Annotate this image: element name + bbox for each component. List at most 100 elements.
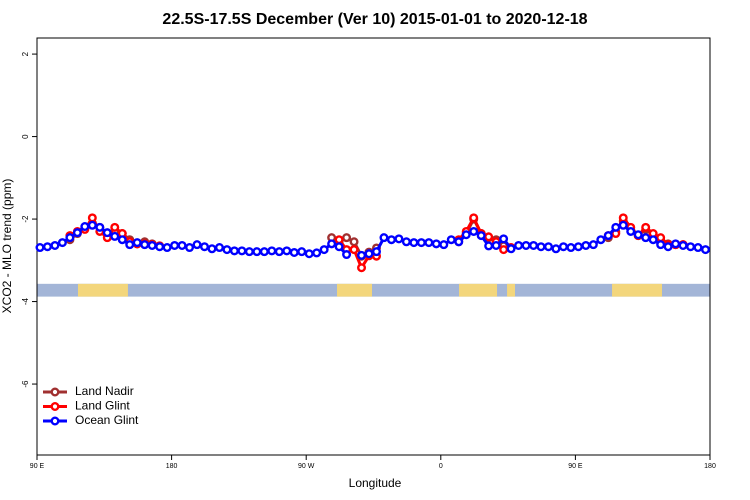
series-point: [641, 233, 651, 243]
series-point: [424, 238, 434, 248]
series-point: [648, 235, 658, 245]
series-point: [319, 245, 329, 255]
series-point: [342, 233, 352, 243]
land-band: [337, 283, 373, 297]
series-point: [379, 233, 389, 243]
series-point: [409, 238, 419, 248]
series-point: [87, 220, 97, 230]
series-point: [132, 238, 142, 248]
series-point: [65, 233, 75, 243]
series-point: [200, 242, 210, 252]
series-point: [611, 222, 621, 232]
series-point: [633, 230, 643, 240]
series-point: [297, 247, 307, 257]
series-point: [147, 240, 157, 250]
x-axis-label: Longitude: [349, 476, 402, 490]
x-tick-label: 180: [704, 463, 716, 470]
series-point: [185, 243, 195, 253]
x-tick-label: 90 W: [298, 463, 315, 470]
legend-label: Ocean Glint: [75, 413, 139, 427]
y-tick-label: 0: [21, 134, 30, 139]
y-tick-label: -4: [21, 297, 30, 305]
series-point: [35, 243, 45, 253]
series-point: [439, 240, 449, 250]
series-point: [514, 240, 524, 250]
series-point: [543, 242, 553, 252]
series-point: [327, 239, 337, 249]
series-point: [581, 240, 591, 250]
series-point: [170, 240, 180, 250]
series-point: [334, 242, 344, 252]
series-point: [656, 240, 666, 250]
series-point: [566, 243, 576, 253]
series-point: [536, 242, 546, 252]
y-tick-label: -2: [21, 215, 30, 223]
series-point: [618, 213, 628, 223]
series-point: [499, 234, 509, 244]
legend-label: Land Nadir: [75, 384, 134, 398]
series-point: [349, 237, 359, 247]
series-point: [207, 244, 217, 254]
series-point: [342, 250, 352, 260]
series-point: [229, 246, 239, 256]
series-point: [162, 243, 172, 253]
series-point: [72, 228, 82, 238]
series-point: [454, 237, 464, 247]
series-point: [678, 240, 688, 250]
series-point: [259, 247, 269, 257]
series-point: [461, 230, 471, 240]
series-point: [95, 222, 105, 232]
series-point: [357, 250, 367, 260]
series-point: [603, 231, 613, 241]
land-band: [459, 283, 498, 297]
series-point: [529, 240, 539, 250]
series-point: [110, 231, 120, 241]
series-point: [386, 235, 396, 245]
series-point: [686, 242, 696, 252]
land-band: [612, 283, 662, 297]
series-point: [431, 239, 441, 249]
x-tick-label: 90 E: [30, 463, 45, 470]
series-point: [357, 263, 367, 273]
x-tick-label: 90 E: [568, 463, 583, 470]
series-point: [484, 241, 494, 251]
series-point: [125, 240, 135, 250]
series-point: [177, 240, 187, 250]
y-tick-label: -6: [21, 380, 30, 388]
x-tick-label: 0: [439, 463, 443, 470]
legend-label: Land Glint: [75, 399, 130, 413]
series-point: [663, 242, 673, 252]
series-point: [469, 226, 479, 236]
series-point: [110, 222, 120, 232]
series-point: [304, 249, 314, 259]
series-point: [394, 234, 404, 244]
series-point: [87, 213, 97, 223]
series-point: [671, 239, 681, 249]
series-point: [499, 245, 509, 255]
legend-swatch-point: [50, 416, 60, 426]
series-point: [267, 246, 277, 256]
y-tick-label: 2: [21, 51, 30, 56]
series-point: [274, 247, 284, 257]
series-point: [469, 213, 479, 223]
series-point: [551, 244, 561, 254]
series-point: [57, 238, 67, 248]
series-point: [140, 240, 150, 250]
series-point: [476, 231, 486, 241]
series-point: [558, 242, 568, 252]
chart-title: 22.5S-17.5S December (Ver 10) 2015-01-01…: [162, 11, 587, 28]
series-point: [364, 249, 374, 259]
legend-swatch-point: [50, 402, 60, 412]
series-point: [244, 247, 254, 257]
series-point: [155, 242, 165, 252]
series-point: [484, 232, 494, 242]
series-point: [596, 235, 606, 245]
series-point: [626, 226, 636, 236]
x-tick-label: 180: [166, 463, 178, 470]
series-point: [192, 240, 202, 250]
series-point: [282, 246, 292, 256]
land-band: [507, 283, 515, 297]
